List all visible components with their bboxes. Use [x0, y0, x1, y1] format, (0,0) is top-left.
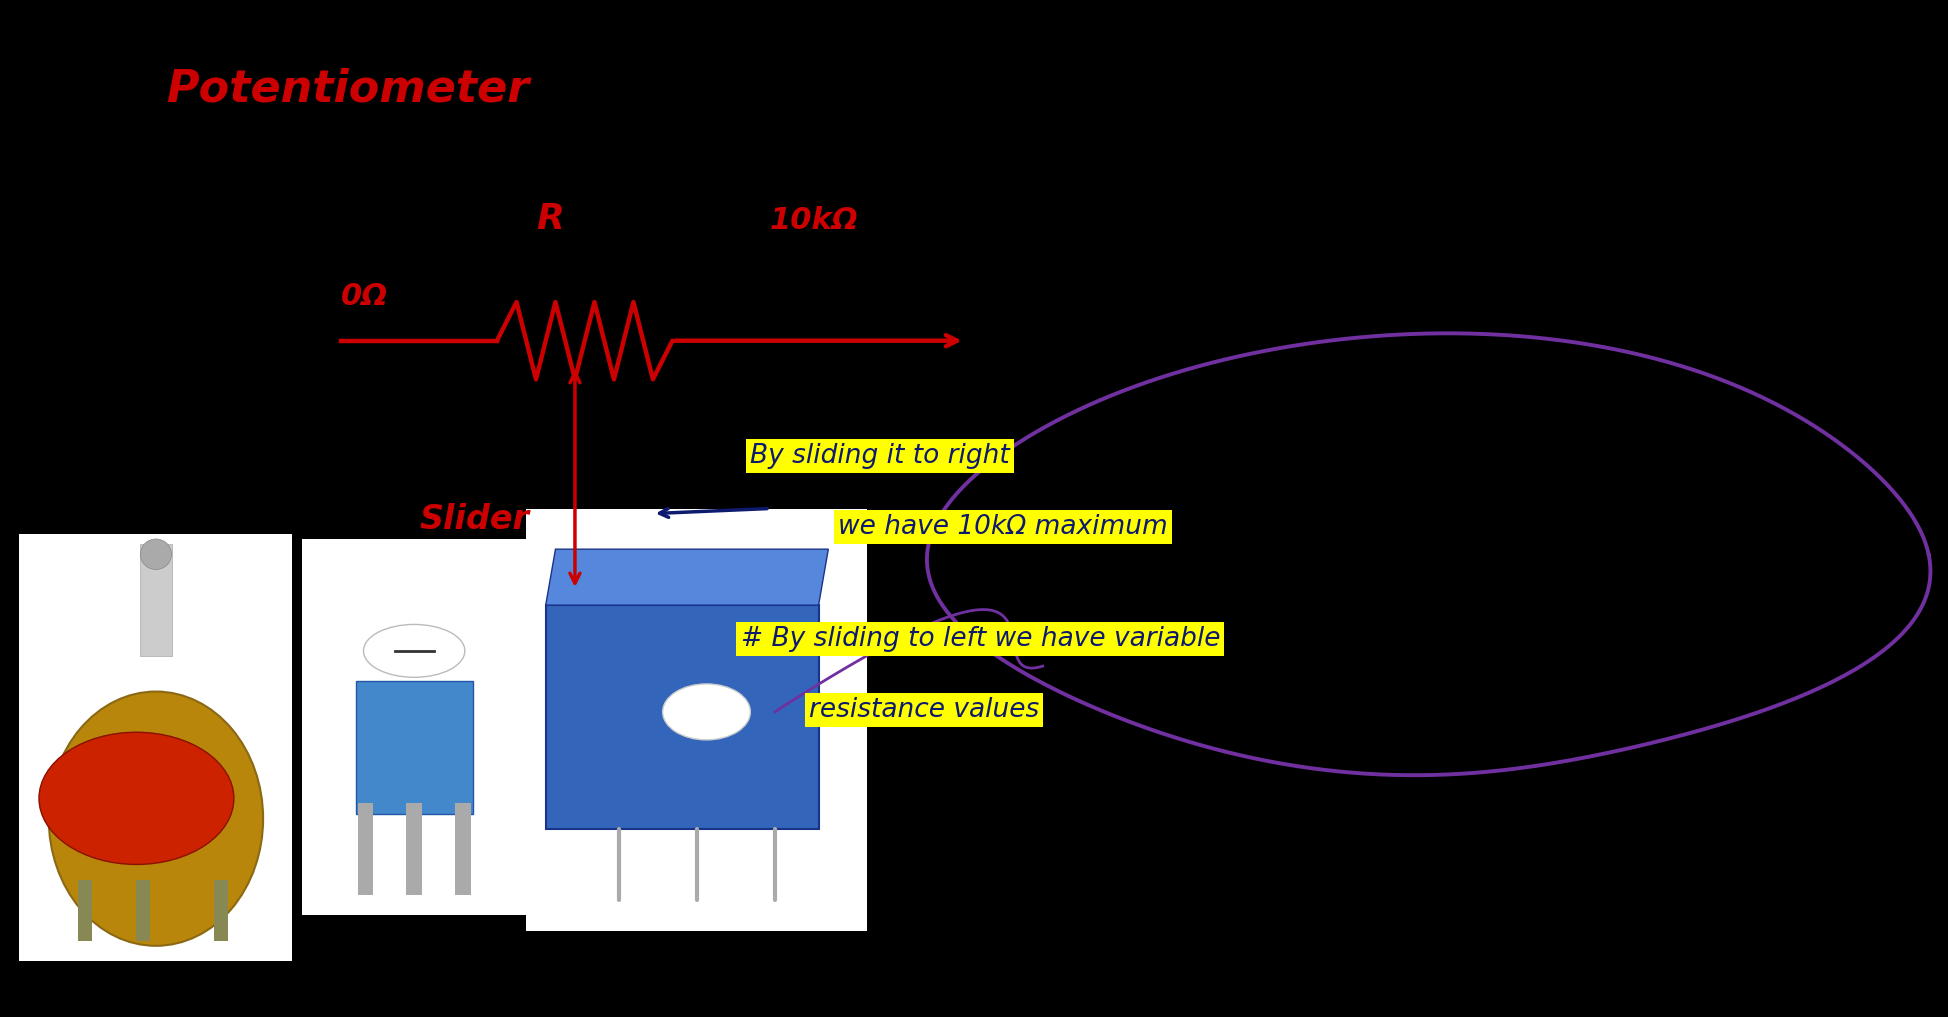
Bar	[78, 880, 92, 941]
Polygon shape	[545, 549, 828, 605]
Bar	[214, 880, 228, 941]
Bar	[545, 605, 818, 829]
Bar	[136, 880, 150, 941]
Bar	[302, 539, 526, 915]
Text: R: R	[536, 201, 563, 236]
Bar	[355, 681, 471, 814]
Text: By sliding it to right: By sliding it to right	[750, 442, 1009, 469]
Bar	[405, 803, 421, 895]
Ellipse shape	[140, 539, 171, 570]
Text: we have 10kΩ maximum: we have 10kΩ maximum	[838, 514, 1167, 540]
Text: Potentiometer: Potentiometer	[166, 68, 528, 111]
Ellipse shape	[362, 624, 464, 677]
Bar	[454, 803, 469, 895]
Ellipse shape	[39, 732, 234, 864]
Bar	[356, 803, 372, 895]
Bar	[19, 534, 292, 961]
Ellipse shape	[662, 684, 750, 740]
Text: 10kΩ: 10kΩ	[769, 205, 857, 235]
Text: 0Ω: 0Ω	[341, 282, 388, 311]
Ellipse shape	[49, 692, 263, 946]
Text: resistance values: resistance values	[808, 697, 1038, 723]
Text: # By sliding to left we have variable: # By sliding to left we have variable	[740, 625, 1219, 652]
Text: Slider: Slider	[419, 502, 528, 536]
Bar	[526, 508, 867, 931]
Bar	[140, 544, 171, 656]
